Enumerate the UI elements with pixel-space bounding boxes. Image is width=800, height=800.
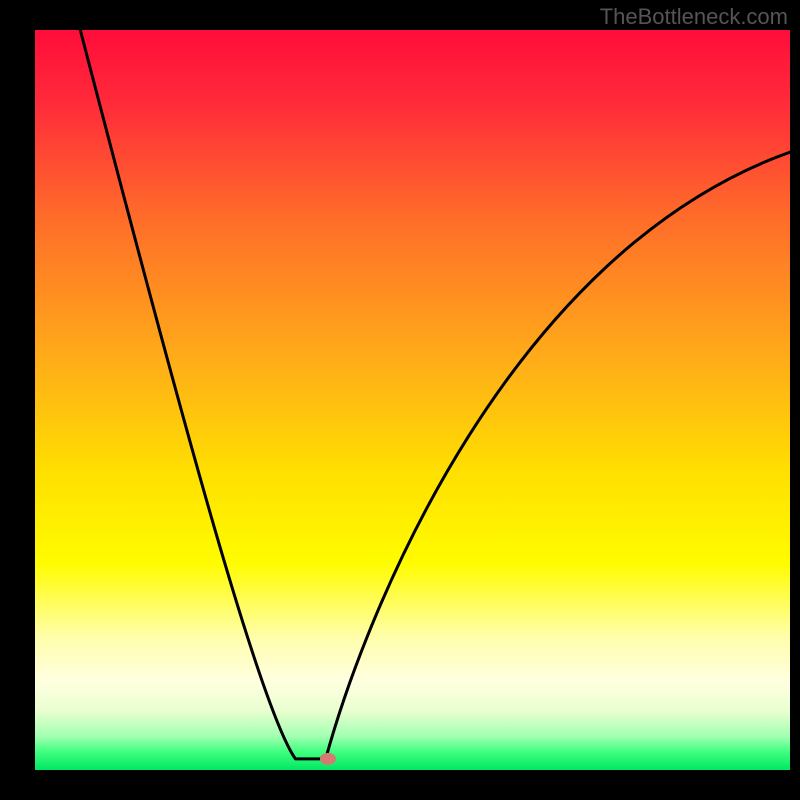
optimum-marker <box>320 753 336 765</box>
plot-background <box>35 30 790 770</box>
chart-svg <box>0 0 800 800</box>
bottleneck-chart: TheBottleneck.com <box>0 0 800 800</box>
watermark-text: TheBottleneck.com <box>600 4 788 30</box>
